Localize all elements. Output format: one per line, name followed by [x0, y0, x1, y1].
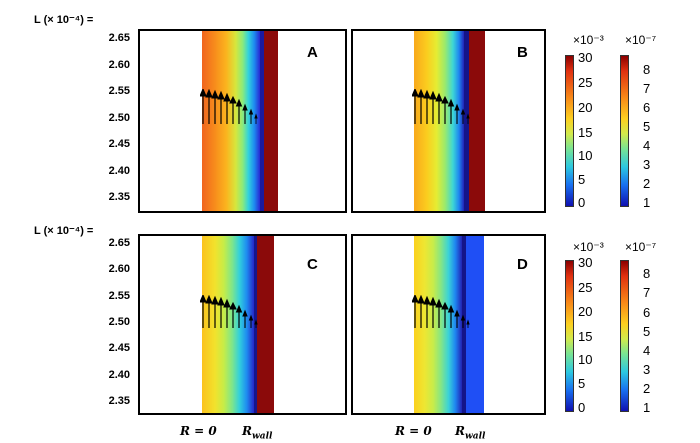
- colorbar-tick: 20: [578, 100, 593, 115]
- colorbar-tick: 6: [643, 100, 651, 115]
- y-tick: 2.35: [108, 395, 130, 407]
- colorbar-velocity: [565, 55, 574, 207]
- velocity-arrows: [412, 89, 470, 124]
- colorbar-tick: 7: [643, 285, 651, 300]
- panel-label: B: [517, 44, 528, 61]
- velocity-arrows: [200, 89, 258, 124]
- y-tick: 2.60: [108, 263, 130, 275]
- colorbar-wall: [620, 260, 629, 412]
- y-tick: 2.35: [108, 191, 130, 203]
- colorbar-tick: 4: [643, 343, 651, 358]
- panel-label: D: [517, 256, 528, 273]
- wall-region: [257, 236, 274, 413]
- colorbar-tick: 6: [643, 305, 651, 320]
- velocity-arrows: [412, 295, 470, 328]
- colorbar-tick: 25: [578, 280, 593, 295]
- colorbar-tick: 5: [578, 172, 586, 187]
- colorbar-tick: 3: [643, 157, 651, 172]
- colorbar-exponent-velocity: ×10⁻³: [573, 240, 604, 254]
- y-tick: 2.65: [108, 32, 130, 44]
- colorbar-tick: 1: [643, 400, 651, 415]
- y-tick: 2.40: [108, 165, 130, 177]
- x-label-rwall-sub: wall: [251, 431, 273, 442]
- wall-region: [466, 236, 484, 413]
- x-label-rwall-r: R: [242, 424, 252, 438]
- velocity-gradient-band: [414, 236, 462, 413]
- colorbar-tick: 5: [643, 324, 651, 339]
- colorbar-exponent-wall: ×10⁻⁷: [625, 240, 657, 254]
- colorbar-tick: 5: [578, 376, 586, 391]
- y-axis-title-top: L (× 10⁻⁴) =: [34, 14, 94, 26]
- colorbar-tick: 15: [578, 125, 593, 140]
- y-tick: 2.55: [108, 85, 130, 97]
- colorbar-tick: 15: [578, 329, 593, 344]
- panel-d: D: [351, 234, 546, 415]
- y-tick: 2.40: [108, 369, 130, 381]
- x-label-rwall-r: R: [455, 424, 465, 438]
- colorbar-tick: 10: [578, 352, 593, 367]
- colorbar-tick: 8: [643, 266, 651, 281]
- x-label-rwall-sub: wall: [464, 431, 486, 442]
- colorbar-exponent-wall: ×10⁻⁷: [625, 33, 657, 47]
- y-tick: 2.45: [108, 138, 130, 150]
- colorbar-tick: 0: [578, 400, 586, 415]
- wall-region: [469, 31, 485, 211]
- colorbar-tick: 3: [643, 362, 651, 377]
- colorbar-velocity: [565, 260, 574, 412]
- y-tick: 2.65: [108, 237, 130, 249]
- velocity-gradient-band: [202, 31, 260, 211]
- y-axis-title-bottom: L (× 10⁻⁴) =: [34, 225, 94, 237]
- colorbar-tick: 0: [578, 195, 586, 210]
- colorbar-tick: 30: [578, 255, 593, 270]
- panel-label: A: [307, 44, 318, 61]
- x-label-r0: R = 0: [395, 424, 432, 438]
- x-label-rwall: Rwall: [455, 424, 485, 441]
- colorbar-tick: 7: [643, 81, 651, 96]
- colorbar-tick: 30: [578, 50, 593, 65]
- colorbar-wall: [620, 55, 629, 207]
- panel-label: C: [307, 256, 318, 273]
- colorbar-tick: 4: [643, 138, 651, 153]
- wall-edge: [462, 236, 466, 413]
- panel-b: B: [351, 29, 546, 213]
- colorbar-tick: 5: [643, 119, 651, 134]
- y-tick: 2.55: [108, 290, 130, 302]
- velocity-arrows: [200, 295, 258, 328]
- colorbar-tick: 25: [578, 75, 593, 90]
- colorbar-tick: 2: [643, 381, 651, 396]
- wall-edge: [464, 31, 469, 211]
- panel-a: A: [138, 29, 347, 213]
- y-tick: 2.45: [108, 342, 130, 354]
- colorbar-tick: 2: [643, 176, 651, 191]
- colorbar-tick: 20: [578, 304, 593, 319]
- wall-region: [264, 31, 278, 211]
- y-tick: 2.60: [108, 59, 130, 71]
- x-label-rwall: Rwall: [242, 424, 272, 441]
- colorbar-exponent-velocity: ×10⁻³: [573, 33, 604, 47]
- colorbar-tick: 8: [643, 62, 651, 77]
- panel-c: C: [138, 234, 347, 415]
- y-tick: 2.50: [108, 112, 130, 124]
- y-tick: 2.50: [108, 316, 130, 328]
- colorbar-tick: 1: [643, 195, 651, 210]
- x-label-r0: R = 0: [180, 424, 217, 438]
- colorbar-tick: 10: [578, 148, 593, 163]
- wall-edge: [260, 31, 264, 211]
